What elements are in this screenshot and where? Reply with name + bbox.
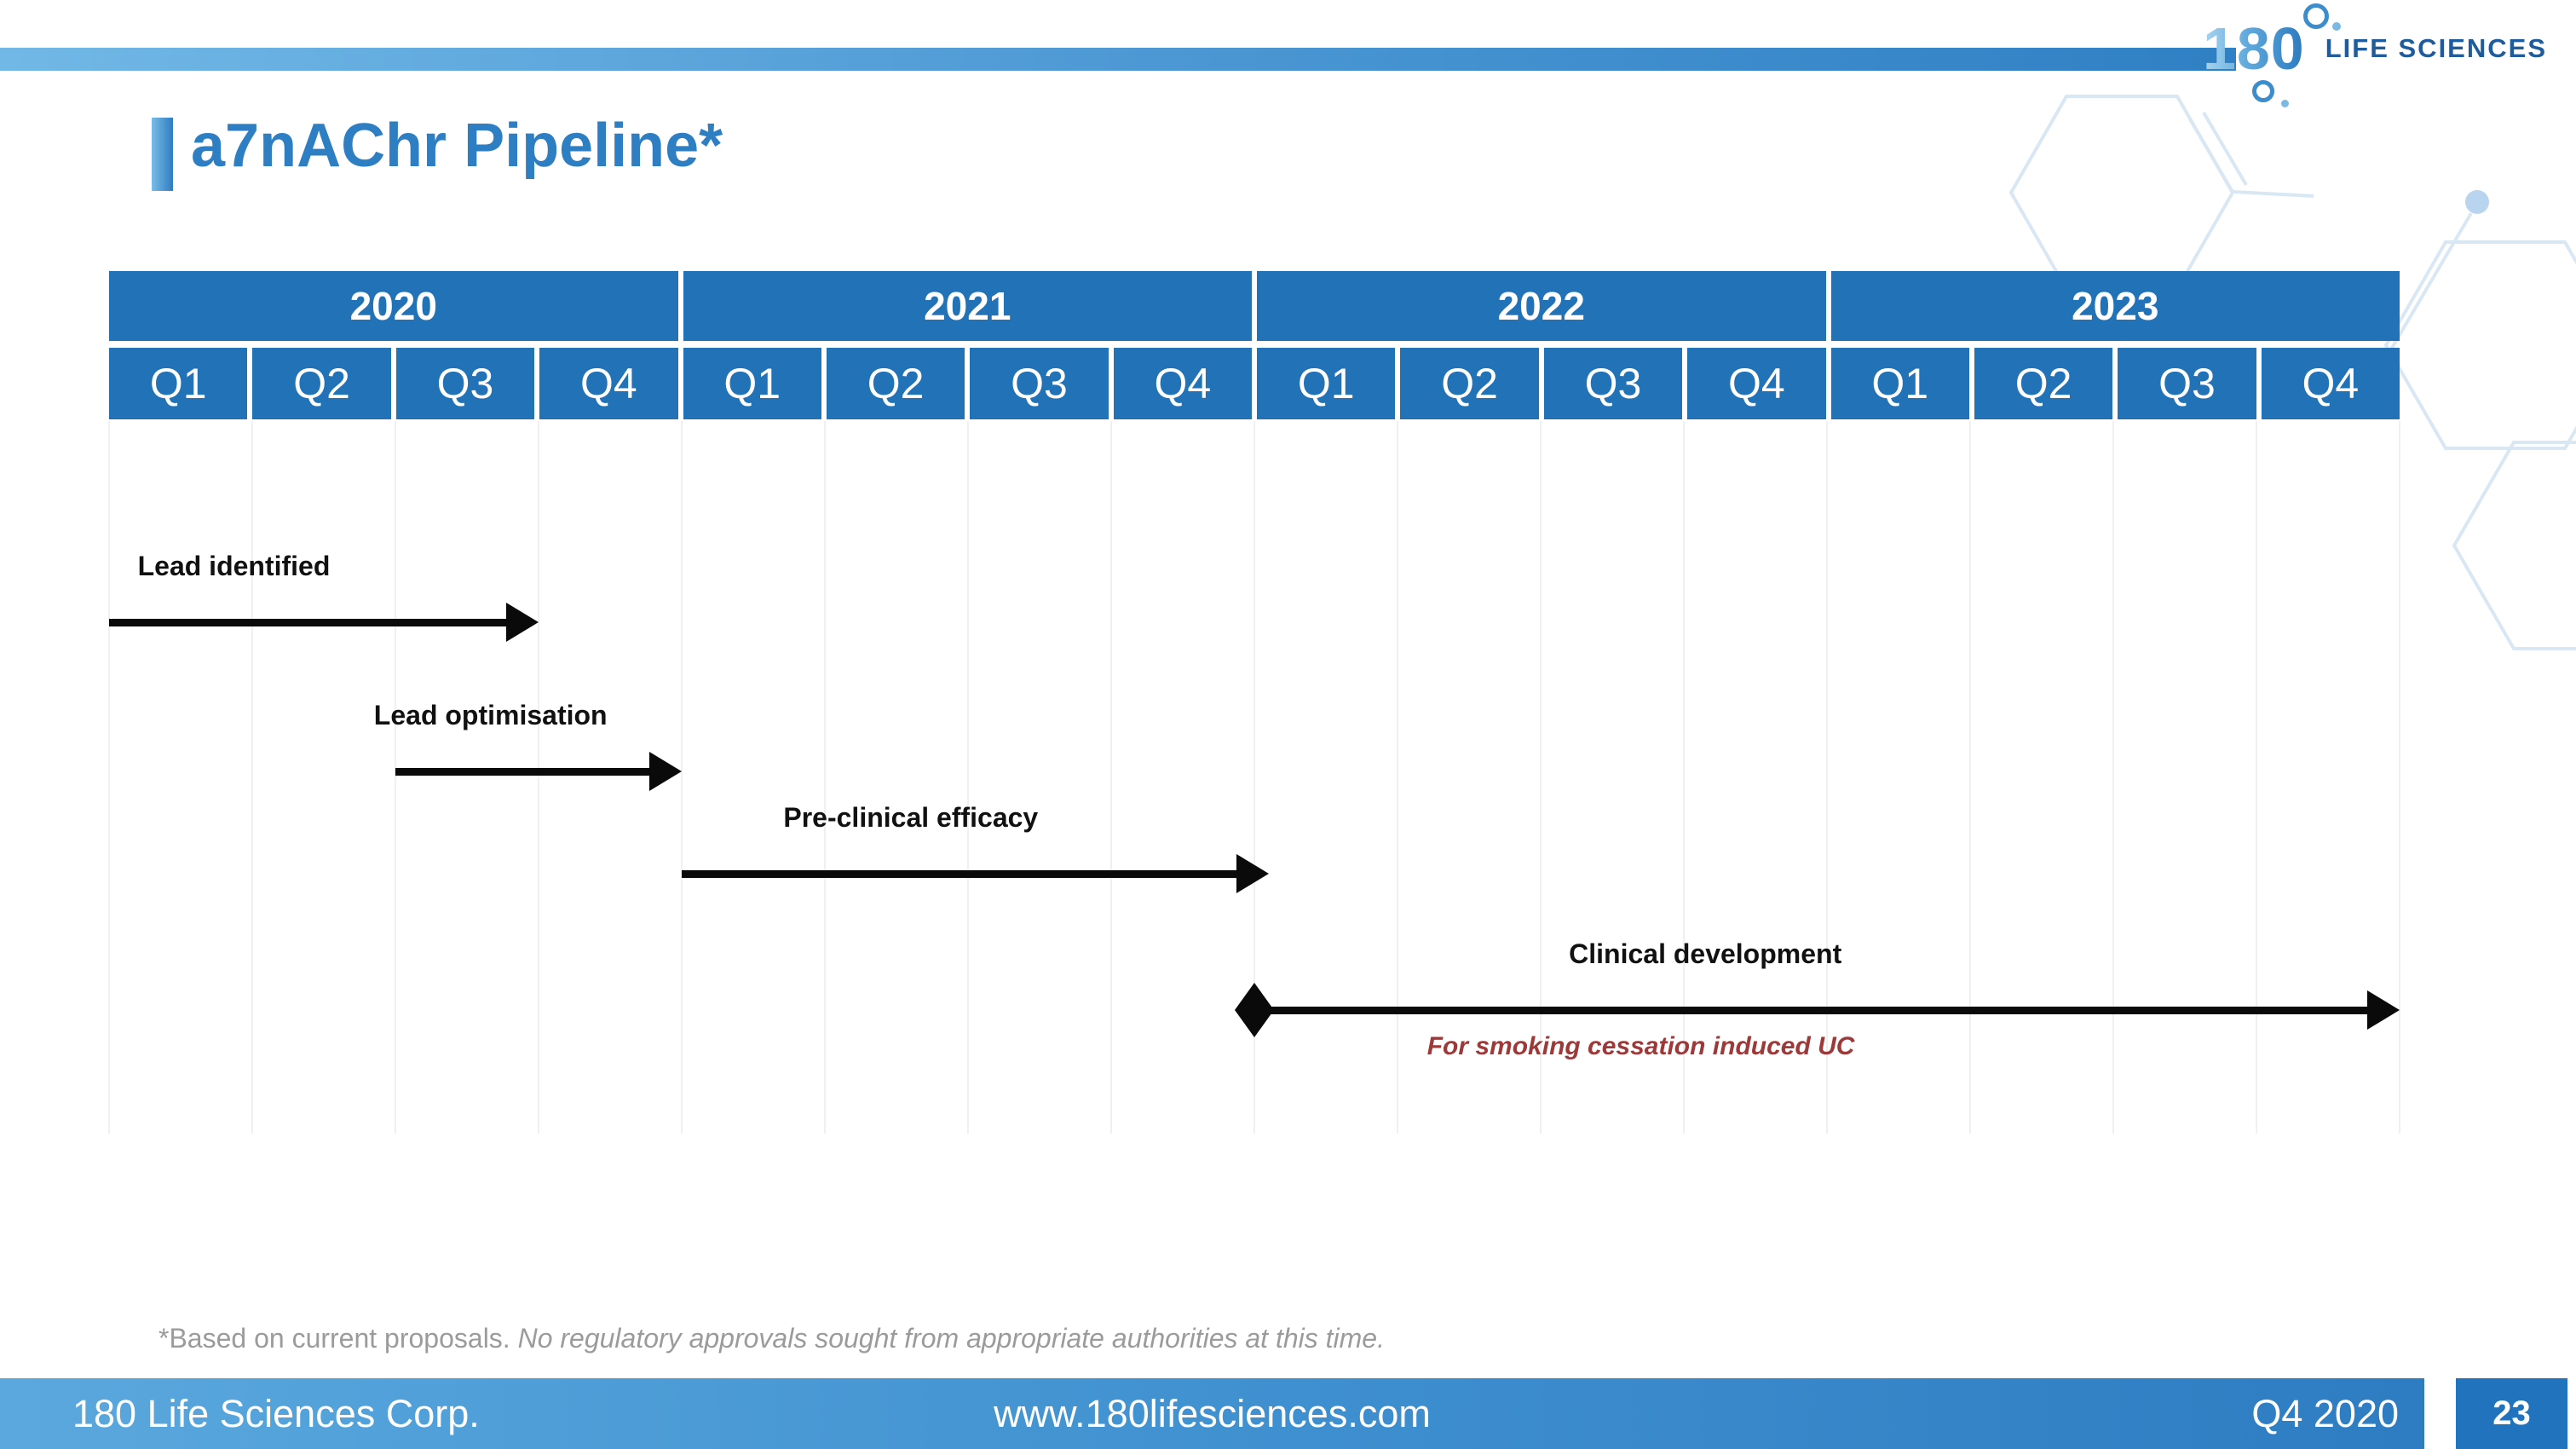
company-logo: 180 LIFE SCIENCES	[2202, 3, 2547, 107]
task-arrow-line	[109, 619, 510, 626]
footnote: *Based on current proposals. No regulato…	[158, 1323, 1385, 1354]
quarter-cell: Q3	[1543, 348, 1683, 419]
quarter-cell: Q1	[1257, 348, 1396, 419]
year-cell: 2023	[1830, 271, 2400, 341]
logo-bubble-icon	[2280, 100, 2289, 107]
quarter-cell: Q3	[970, 348, 1109, 419]
logo-wordmark: LIFE SCIENCES	[2325, 33, 2547, 63]
hexagon-outline	[2383, 240, 2576, 450]
quarter-cell: Q1	[683, 348, 821, 419]
quarter-cell: Q4	[1113, 348, 1252, 419]
quarter-cell: Q1	[109, 348, 248, 419]
quarter-cell: Q2	[826, 348, 965, 419]
page-number: 23	[2492, 1394, 2531, 1432]
year-cell: 2022	[1257, 271, 1826, 341]
task-arrowhead-icon	[649, 752, 682, 791]
title-accent-bar	[152, 118, 173, 191]
page-title: a7nAChr Pipeline*	[191, 112, 723, 180]
quarter-cell: Q1	[1830, 348, 1969, 419]
quarter-cell: Q2	[1974, 348, 2113, 419]
quarter-cell: Q4	[2261, 348, 2400, 419]
molecule-atom	[2465, 190, 2489, 214]
year-cell: 2021	[683, 271, 1252, 341]
molecule-bond	[2188, 118, 2234, 193]
quarter-cell: Q3	[2118, 348, 2256, 419]
logo-bubble-icon	[2251, 80, 2274, 102]
quarter-cell: Q2	[252, 348, 391, 419]
task-label: Pre-clinical efficacy	[783, 802, 1039, 833]
task-label: Clinical development	[1569, 938, 1842, 969]
quarter-cell: Q2	[1400, 348, 1539, 419]
footer-website: www.180lifesciences.com	[994, 1391, 1431, 1435]
task-arrowhead-icon	[506, 603, 539, 642]
footer-company: 180 Life Sciences Corp.	[72, 1391, 480, 1435]
quarter-cell: Q3	[395, 348, 535, 419]
molecule-bond	[2232, 190, 2314, 198]
logo-mark: 180	[2202, 3, 2341, 107]
hexagon-outline	[2452, 441, 2576, 650]
task-arrowhead-icon	[1236, 854, 1269, 893]
task-arrowhead-icon	[2367, 990, 2400, 1030]
quarter-cell: Q4	[539, 348, 678, 419]
task-note: For smoking cessation induced UC	[1426, 1032, 1855, 1060]
top-accent-bar	[0, 48, 2236, 71]
task-arrow-line	[1254, 1007, 2371, 1014]
quarter-cell: Q4	[1687, 348, 1826, 419]
logo-number: 180	[2202, 15, 2305, 82]
footnote-italic: No regulatory approvals sought from appr…	[517, 1323, 1385, 1354]
molecule-bond	[2384, 211, 2473, 360]
quarters-row: Q1 Q2 Q3 Q4 Q1 Q2 Q3 Q4 Q1 Q2 Q3 Q4 Q1 Q2 Q3 Q4	[109, 348, 2400, 419]
task-label: Lead identified	[137, 551, 331, 581]
task-arrow-line	[395, 768, 653, 776]
years-row: 2020 2021 2022 2023	[109, 271, 2400, 341]
timeline-header: 2020 2021 2022 2023 Q1 Q2 Q3 Q4 Q1 Q2 Q3 Q4 Q1 Q2 Q3 Q…	[109, 271, 2400, 419]
footer-quarter: Q4 2020	[2251, 1391, 2399, 1435]
task-label: Lead optimisation	[373, 700, 608, 730]
logo-bubble-icon	[2331, 22, 2341, 31]
molecule-bond	[2202, 111, 2248, 187]
logo-bubble-icon	[2302, 3, 2329, 29]
year-cell: 2020	[109, 271, 678, 341]
task-arrow-line	[682, 870, 1240, 878]
footer-bar: 180 Life Sciences Corp. www.180lifescien…	[0, 1378, 2424, 1449]
footnote-normal: *Based on current proposals.	[158, 1323, 510, 1354]
page-number-badge: 23	[2456, 1378, 2567, 1449]
